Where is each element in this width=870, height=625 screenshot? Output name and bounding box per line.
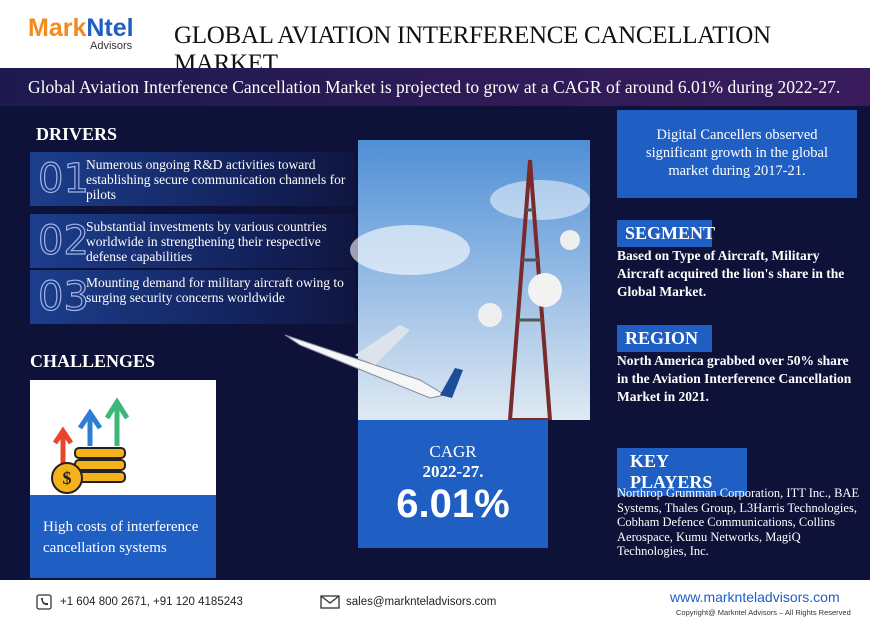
driver-number: 03	[37, 273, 89, 320]
tower-image	[284, 140, 590, 420]
key-players-heading: KEY PLAYERS	[617, 448, 747, 496]
driver-number: 01	[37, 155, 89, 202]
email-icon	[320, 595, 340, 609]
title: GLOBAL AVIATION INTERFERENCE CANCELLATIO…	[174, 22, 771, 77]
cagr-card: CAGR 2022-27. 6.01%	[358, 420, 548, 548]
svg-text:$: $	[63, 468, 72, 488]
banner: Global Aviation Interference Cancellatio…	[0, 68, 870, 106]
copyright: Copyright@ Markntel Advisors – All Right…	[676, 608, 851, 617]
growth-icon: $	[51, 398, 130, 494]
logo-brand: Mark	[28, 14, 87, 42]
drivers-heading: DRIVERS	[36, 124, 118, 144]
cagr-value: 6.01%	[396, 482, 510, 526]
driver: 02 Substantial investments by various cou…	[30, 214, 355, 268]
driver: 01 Numerous ongoing R&D activities toward…	[30, 152, 355, 206]
cagr-label: CAGR	[429, 442, 477, 461]
segment-text: Based on Type of Aircraft, Military Airc…	[617, 248, 845, 299]
driver-number: 02	[37, 217, 89, 264]
logo-brand: Ntel	[86, 14, 134, 42]
header: MarkNtel Advisors GLOBAL AVIATION INTERF…	[0, 0, 870, 77]
key-players-text: Northrop Grumman Corporation, ITT Inc., …	[617, 486, 860, 558]
footer: +1 604 800 2671, +91 120 4185243 sales@m…	[0, 580, 870, 625]
challenge-text: High costs of interference cancellation …	[30, 495, 216, 578]
highlight: Digital Cancellers observed significant …	[617, 110, 857, 198]
driver-text: Mounting demand for military aircraft ow…	[86, 275, 344, 305]
challenges-heading: CHALLENGES	[30, 351, 156, 371]
email: sales@marknteladvisors.com	[346, 596, 497, 608]
region-heading: REGION	[617, 325, 712, 352]
driver-text: Substantial investments by various count…	[86, 219, 327, 264]
driver: 03 Mounting demand for military aircraft …	[30, 270, 355, 324]
segment-heading: SEGMENT	[617, 220, 715, 247]
cagr-period: 2022-27.	[422, 462, 484, 481]
logo-sub: Advisors	[90, 40, 133, 52]
phone-icon	[36, 594, 52, 610]
region-text: North America grabbed over 50% share in …	[617, 353, 852, 404]
challenges-card: $ High costs of interference cancellatio…	[30, 380, 216, 578]
logo: MarkNtel	[28, 14, 134, 43]
phone: +1 604 800 2671, +91 120 4185243	[60, 596, 243, 608]
website[interactable]: www.marknteladvisors.com	[670, 589, 840, 605]
driver-text: Numerous ongoing R&D activities toward e…	[86, 157, 346, 202]
